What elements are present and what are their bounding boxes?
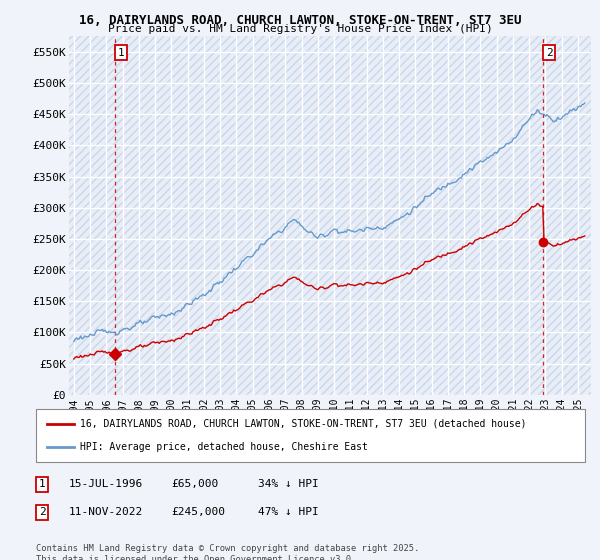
FancyBboxPatch shape (69, 36, 591, 395)
Text: £65,000: £65,000 (171, 479, 218, 489)
FancyBboxPatch shape (36, 409, 585, 462)
Text: £245,000: £245,000 (171, 507, 225, 517)
Text: 2: 2 (38, 507, 46, 517)
Text: 2: 2 (546, 48, 553, 58)
Text: 16, DAIRYLANDS ROAD, CHURCH LAWTON, STOKE-ON-TRENT, ST7 3EU (detached house): 16, DAIRYLANDS ROAD, CHURCH LAWTON, STOK… (80, 419, 526, 429)
Text: 47% ↓ HPI: 47% ↓ HPI (258, 507, 319, 517)
Text: Price paid vs. HM Land Registry's House Price Index (HPI): Price paid vs. HM Land Registry's House … (107, 24, 493, 34)
Text: 11-NOV-2022: 11-NOV-2022 (69, 507, 143, 517)
Text: Contains HM Land Registry data © Crown copyright and database right 2025.
This d: Contains HM Land Registry data © Crown c… (36, 544, 419, 560)
Text: 34% ↓ HPI: 34% ↓ HPI (258, 479, 319, 489)
Text: 1: 1 (118, 48, 124, 58)
Text: 15-JUL-1996: 15-JUL-1996 (69, 479, 143, 489)
Text: 1: 1 (38, 479, 46, 489)
Text: 16, DAIRYLANDS ROAD, CHURCH LAWTON, STOKE-ON-TRENT, ST7 3EU: 16, DAIRYLANDS ROAD, CHURCH LAWTON, STOK… (79, 14, 521, 27)
Text: HPI: Average price, detached house, Cheshire East: HPI: Average price, detached house, Ches… (80, 442, 368, 452)
